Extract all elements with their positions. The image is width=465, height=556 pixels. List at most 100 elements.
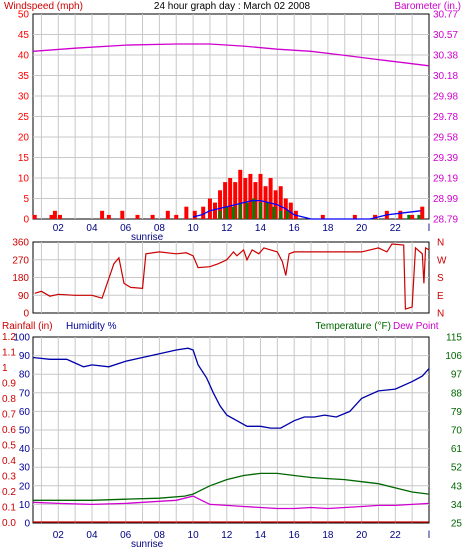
rainfall-tick-label: 0.4 (2, 456, 16, 467)
barometer-tick-label: 29.19 (433, 174, 458, 185)
dewpoint-line (32, 495, 430, 510)
direction-degree-label: 180 (12, 273, 29, 284)
wind-gust-bar (52, 210, 57, 219)
x-tick-label: 16 (289, 223, 301, 234)
wind-gust-bar (192, 210, 197, 219)
barometer-tick-label: 30.57 (433, 30, 458, 41)
x-tick-label: 04 (86, 223, 98, 234)
windspeed-tick-label: 25 (18, 112, 30, 123)
rainfall-tick-label: 0.2 (2, 487, 16, 498)
windspeed-tick-label: 30 (18, 92, 30, 103)
x-tick-label: 22 (390, 223, 402, 234)
barometer-tick-label: 30.38 (433, 51, 458, 62)
wind-green-bar (407, 214, 411, 219)
rainfall-tick-label: 1.1 (2, 348, 16, 359)
temperature-tick-label: 25 (451, 519, 463, 530)
humidity-tick-label: 90 (19, 351, 31, 362)
rainfall-tick-label: 0.7 (2, 410, 16, 421)
temperature-tick-label: 79 (451, 407, 463, 418)
wind-gust-bar (100, 210, 105, 219)
temperature-line (33, 472, 430, 501)
wind-gust-bar (184, 206, 189, 219)
barometer-tick-label: 30.77 (433, 10, 458, 21)
x-tick-label: 10 (188, 223, 200, 234)
windspeed-tick-label: 15 (18, 153, 30, 164)
rainfall-tick-label: 0.9 (2, 379, 16, 390)
barometer-tick-label: 29.58 (433, 133, 458, 144)
barometer-tick-label: 28.79 (433, 215, 458, 226)
rainfall-tick-label: 0.6 (2, 425, 16, 436)
temperature-tick-label: 61 (451, 444, 463, 455)
temperature-tick-label: 70 (451, 426, 463, 437)
wind-green-bars (218, 198, 421, 219)
wind-gust-bar (150, 214, 155, 219)
windspeed-tick-label: 35 (18, 71, 30, 82)
x-tick-label: 14 (255, 530, 267, 541)
wind-green-bar (279, 210, 283, 219)
x-tick-label: 18 (322, 530, 334, 541)
x-tick-label: 16 (289, 530, 301, 541)
wind-gust-bar (288, 202, 293, 219)
x-tick-label: 08 (154, 223, 166, 234)
wind-gust-bar (243, 178, 248, 219)
temperature-tick-label: 115 (446, 333, 462, 344)
humidity-tick-label: 30 (19, 463, 31, 474)
wind-gust-bar (258, 173, 263, 219)
wind-green-bar (245, 202, 249, 219)
humidity-tick-label: 10 (19, 500, 31, 511)
wind-gust-bar (223, 182, 228, 219)
humidity-axis-label: Humidity % (66, 321, 117, 332)
wind-grid (33, 14, 429, 219)
temperature-axis-label: Temperature (°F) (315, 321, 391, 332)
climate-panel: 0.0 0.1 0.2 0.3 0.4 0.5 0.6 0.7 0.8 0.9 1 1.1 1.2 0 1… (2, 332, 462, 530)
wind-gust-bar (410, 214, 415, 219)
temperature-ticks: 25 34 43 52 61 70 79 88 97 106 115 (445, 333, 462, 530)
x-tick-label: 20 (356, 223, 368, 234)
barometer-tick-label: 28.99 (433, 194, 458, 205)
wind-green-bar (238, 202, 242, 219)
wind-gust-bar (212, 202, 217, 219)
direction-degree-ticks: 0 90 180 270 360 (12, 238, 29, 320)
temperature-tick-label: 52 (451, 463, 463, 474)
temperature-tick-label: 43 (451, 481, 463, 492)
x-tick-label: 12 (221, 223, 233, 234)
windspeed-tick-label: 50 (18, 10, 30, 21)
x-tick-label: 02 (53, 530, 65, 541)
wind-green-bar (285, 210, 289, 219)
humidity-line (32, 347, 430, 429)
wind-time-axis: 02 04 06 08 10 12 14 16 18 20 22 l (53, 223, 430, 234)
windspeed-tick-label: 20 (18, 133, 30, 144)
direction-degree-label: 270 (12, 255, 29, 266)
wind-gust-bar (49, 214, 54, 219)
windspeed-tick-label: 40 (18, 51, 30, 62)
rainfall-tick-label: 1 (2, 363, 8, 374)
wind-gust-bar (320, 214, 325, 219)
wind-gust-bar (248, 173, 253, 219)
wind-gust-bar (135, 214, 140, 219)
dewpoint-axis-label: Dew Point (393, 321, 439, 332)
windspeed-tick-label: 0 (23, 215, 29, 226)
direction-degree-label: 90 (18, 291, 30, 302)
direction-degree-label: 360 (12, 238, 29, 249)
wind-gust-bar (263, 186, 268, 219)
wind-panel: 0 5 10 15 20 25 30 35 40 45 50 28.79 28.99 29.19 29.3… (18, 10, 459, 226)
wind-gust-bar (398, 210, 403, 219)
x-tick-label: 10 (188, 530, 200, 541)
humidity-tick-label: 20 (19, 481, 31, 492)
wind-gust-bar (218, 190, 223, 219)
x-tick-label: 06 (120, 530, 132, 541)
wind-green-bar (265, 202, 269, 219)
wind-gust-bar (120, 210, 125, 219)
direction-compass-label: N (437, 309, 444, 320)
direction-compass-label: W (437, 255, 447, 266)
wind-gust-bar (238, 169, 243, 219)
barometer-ticks: 28.79 28.99 29.19 29.39 29.58 29.78 29.98 30.18… (433, 10, 458, 226)
wind-gust-bar (233, 182, 238, 219)
wind-gust-bar (165, 210, 170, 219)
humidity-tick-label: 0 (24, 519, 30, 530)
direction-compass-label: N (437, 238, 444, 249)
wind-gust-bar (278, 186, 283, 219)
wind-direction-line (34, 243, 430, 310)
wind-green-bar (232, 206, 236, 219)
